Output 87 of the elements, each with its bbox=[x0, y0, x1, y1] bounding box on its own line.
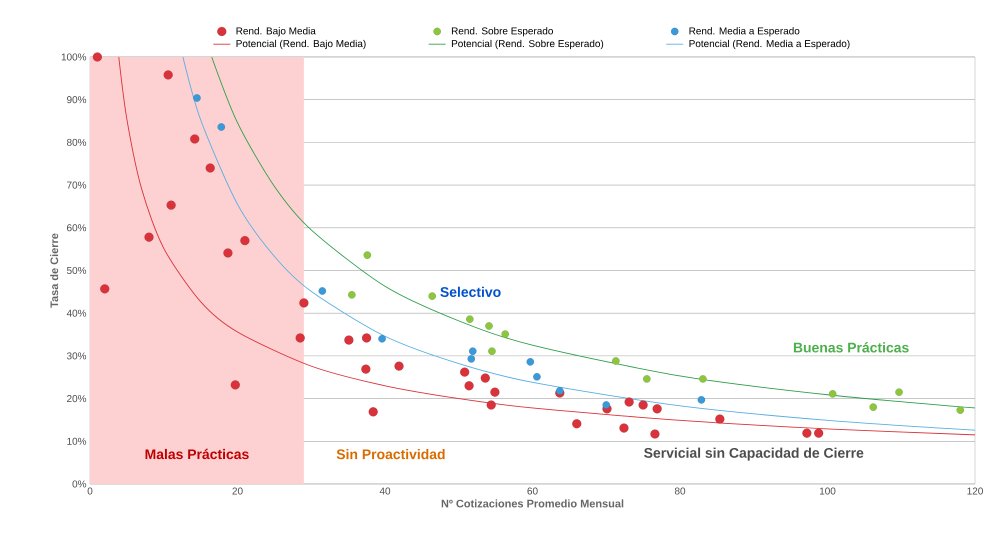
band-label: Malas Prácticas bbox=[146, 448, 249, 460]
point bbox=[619, 424, 629, 433]
legend-label: Potencial (Rend. Bajo Media) bbox=[236, 40, 366, 50]
point bbox=[428, 292, 436, 300]
legend-label: Potencial (Rend. Sobre Esperado) bbox=[452, 40, 604, 50]
point bbox=[460, 368, 470, 377]
point bbox=[501, 330, 509, 338]
y-tick-label: 20% bbox=[67, 395, 86, 402]
point bbox=[624, 397, 634, 407]
point bbox=[166, 200, 176, 210]
point bbox=[533, 373, 541, 381]
point bbox=[486, 400, 496, 410]
point bbox=[144, 232, 154, 242]
y-tick-label: 100% bbox=[62, 53, 86, 61]
x-tick-label: 40 bbox=[380, 488, 390, 495]
y-tick-label: 40% bbox=[66, 310, 86, 317]
point bbox=[895, 388, 903, 396]
point bbox=[699, 375, 707, 383]
point bbox=[218, 123, 226, 131]
point bbox=[362, 333, 372, 342]
point bbox=[802, 428, 812, 438]
y-tick-label: 70% bbox=[67, 182, 86, 189]
legend-label: Rend. Sobre Esperado bbox=[452, 27, 553, 36]
x-tick-label: 80 bbox=[674, 488, 686, 495]
x-tick-label: 60 bbox=[527, 488, 538, 495]
point bbox=[468, 355, 476, 363]
point bbox=[638, 400, 648, 410]
point bbox=[480, 374, 490, 383]
point bbox=[556, 387, 564, 395]
point bbox=[466, 315, 474, 323]
point bbox=[526, 358, 534, 366]
y-tick-label: 90% bbox=[67, 96, 86, 104]
point bbox=[230, 380, 240, 390]
annotation: Selectivo bbox=[440, 286, 501, 297]
x-tick-label: 0 bbox=[88, 488, 92, 495]
y-tick-label: 0% bbox=[72, 480, 86, 488]
y-axis-title: Tasa de Cierre bbox=[50, 234, 58, 308]
point bbox=[223, 248, 232, 258]
point bbox=[100, 284, 110, 294]
point bbox=[368, 407, 378, 416]
point bbox=[361, 364, 370, 374]
y-tick-label: 80% bbox=[66, 138, 86, 146]
point bbox=[652, 404, 662, 414]
point bbox=[828, 390, 836, 398]
point bbox=[299, 298, 308, 308]
x-tick-label: 20 bbox=[232, 488, 243, 495]
point bbox=[643, 375, 651, 383]
point bbox=[814, 428, 824, 438]
point bbox=[464, 381, 474, 390]
point bbox=[698, 396, 706, 404]
point bbox=[394, 362, 404, 371]
point bbox=[164, 70, 173, 80]
x-tick-label: 120 bbox=[967, 488, 983, 495]
point bbox=[240, 236, 250, 246]
point bbox=[378, 335, 386, 343]
point bbox=[572, 419, 582, 428]
annotation: Buenas Prácticas bbox=[794, 342, 909, 353]
point bbox=[602, 401, 610, 409]
legend-label: Potencial (Rend. Media a Esperado) bbox=[689, 40, 850, 50]
x-axis-title: Nº Cotizaciones Promedio Mensual bbox=[442, 499, 624, 508]
point bbox=[364, 251, 372, 259]
point bbox=[869, 403, 877, 411]
point bbox=[92, 52, 102, 62]
point bbox=[490, 388, 500, 397]
annotation: Sin Proactividad bbox=[336, 448, 445, 460]
point bbox=[485, 322, 493, 330]
y-tick-label: 10% bbox=[67, 438, 86, 445]
point bbox=[612, 357, 620, 365]
point bbox=[344, 336, 354, 345]
point bbox=[190, 134, 200, 144]
x-tick-label: 100 bbox=[820, 488, 836, 495]
y-tick-label: 30% bbox=[66, 352, 86, 360]
point bbox=[348, 291, 356, 299]
y-tick-label: 50% bbox=[66, 266, 86, 274]
point bbox=[206, 163, 215, 173]
point bbox=[715, 414, 724, 424]
legend-label: Rend. Bajo Media bbox=[236, 27, 316, 36]
point bbox=[650, 429, 660, 439]
y-tick-label: 60% bbox=[67, 224, 86, 232]
point bbox=[193, 94, 201, 102]
point bbox=[956, 406, 964, 414]
legend-label: Rend. Media a Esperado bbox=[689, 27, 800, 36]
point bbox=[296, 333, 305, 342]
point bbox=[488, 347, 496, 355]
point bbox=[318, 287, 326, 295]
annotation: Servicial sin Capacidad de Cierre bbox=[644, 448, 864, 461]
point bbox=[469, 347, 477, 355]
